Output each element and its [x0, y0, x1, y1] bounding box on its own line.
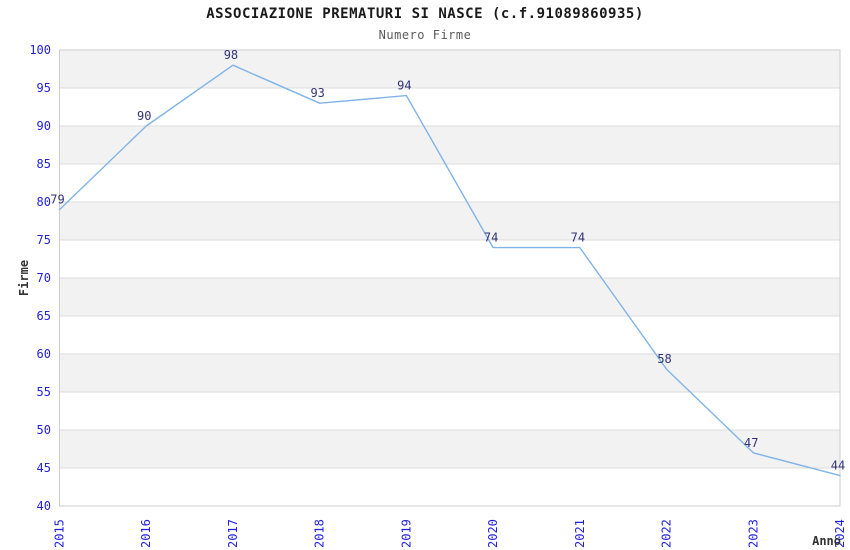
y-tick-label: 65 — [37, 309, 51, 323]
point-label: 74 — [571, 231, 585, 245]
plot-band — [59, 354, 840, 392]
plot-band — [59, 430, 840, 468]
plot-band — [59, 240, 840, 278]
gridlines — [59, 87, 840, 469]
point-label: 93 — [310, 86, 324, 100]
y-tick-label: 45 — [37, 461, 51, 475]
chart-title: ASSOCIAZIONE PREMATURI SI NASCE (c.f.910… — [206, 6, 644, 22]
point-label: 94 — [397, 79, 411, 93]
x-tick-label: 2024 — [833, 519, 847, 548]
x-tick-label: 2015 — [53, 519, 67, 548]
y-tick-label: 40 — [37, 499, 51, 513]
y-tick-label: 70 — [37, 271, 51, 285]
data-line — [58, 64, 841, 477]
x-tick-label: 2020 — [486, 519, 500, 548]
plot-band — [59, 164, 840, 202]
point-label: 90 — [137, 109, 151, 123]
y-tick-label: 95 — [37, 81, 51, 95]
y-tick-label: 100 — [29, 43, 51, 57]
point-label: 79 — [50, 193, 64, 207]
plot-band — [59, 88, 840, 126]
y-tick-label: 90 — [37, 119, 51, 133]
point-label: 44 — [831, 459, 845, 473]
plot-band — [59, 278, 840, 316]
point-label: 74 — [484, 231, 498, 245]
plot-band — [59, 126, 840, 164]
x-tick-label: 2021 — [573, 519, 587, 548]
y-tick-label: 55 — [37, 385, 51, 399]
plot-band — [59, 50, 840, 88]
point-label: 98 — [224, 48, 238, 62]
y-tick-label: 75 — [37, 233, 51, 247]
x-axis-tick-labels: 2015 2016 2017 2018 2019 2020 2021 2022 2023 2024 — [53, 519, 848, 548]
y-tick-label: 60 — [37, 347, 51, 361]
plot-band — [59, 316, 840, 354]
point-labels: 79 90 98 93 94 74 74 58 47 44 — [50, 48, 845, 472]
chart-subtitle: Numero Firme — [378, 28, 472, 42]
x-tick-label: 2022 — [660, 519, 674, 548]
plot-band — [59, 468, 840, 506]
y-axis-tick-labels: 100 95 90 85 80 75 70 65 60 55 50 45 40 — [29, 43, 51, 513]
plot-band — [59, 202, 840, 240]
x-tick-label: 2023 — [746, 519, 760, 548]
plot-border — [59, 49, 841, 507]
y-tick-label: 80 — [37, 195, 51, 209]
point-label: 58 — [657, 352, 671, 366]
x-tick-label: 2017 — [226, 519, 240, 548]
y-tick-label: 50 — [37, 423, 51, 437]
data-series — [58, 64, 841, 477]
y-tick-label: 85 — [37, 157, 51, 171]
x-tick-label: 2016 — [139, 519, 153, 548]
x-tick-label: 2019 — [399, 519, 413, 548]
x-tick-label: 2018 — [313, 519, 327, 548]
y-axis-title: Firme — [17, 260, 31, 296]
point-label: 47 — [744, 436, 758, 450]
x-axis-title: Anno — [812, 534, 841, 548]
